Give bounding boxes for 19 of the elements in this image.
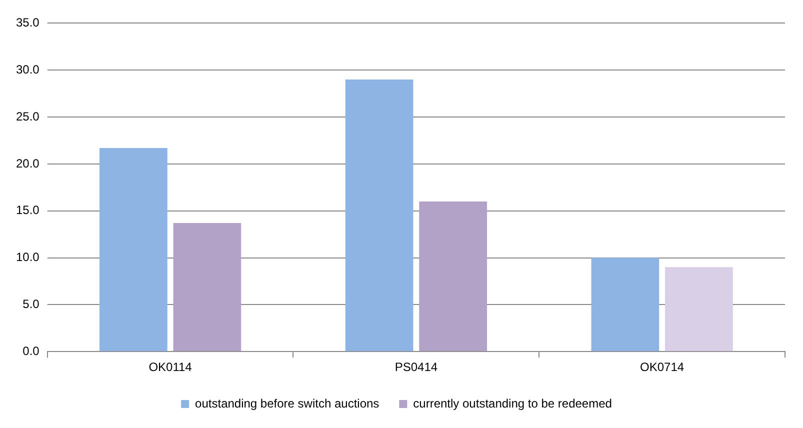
bar [591,258,660,352]
bar [173,223,242,352]
y-tick-label: 30.0 [16,62,40,76]
y-tick-label: 5.0 [22,297,40,311]
legend-label: outstanding before switch auctions [195,396,380,410]
y-tick-label: 15.0 [16,203,40,218]
y-tick-label: 10.0 [16,250,40,264]
x-tick-label: PS0414 [394,360,438,374]
x-tick-label: OK0714 [640,360,684,374]
x-tick-label: OK0114 [148,360,192,374]
bar [345,79,414,352]
y-tick-label: 0.0 [22,344,40,358]
bar [419,201,487,352]
y-tick-label: 25.0 [16,109,40,124]
bar [665,267,733,352]
y-tick-label: 35.0 [16,16,40,30]
bar [99,148,168,352]
y-tick-label: 20.0 [16,156,40,170]
legend-label: currently outstanding to be redeemed [413,396,612,410]
